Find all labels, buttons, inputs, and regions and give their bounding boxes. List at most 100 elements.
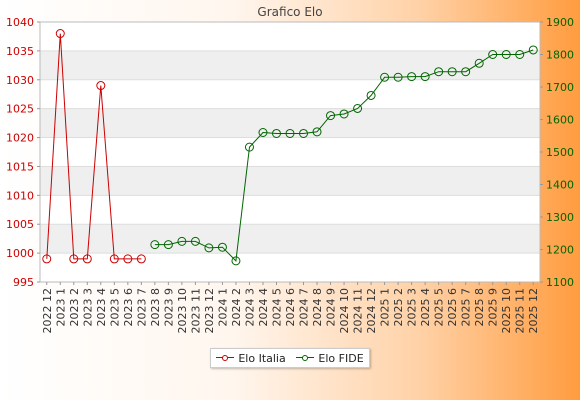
- data-point-1: [366, 90, 376, 100]
- grid-band: [40, 108, 540, 138]
- y-left-tick-label: 1005: [6, 218, 34, 231]
- data-point-1: [434, 67, 444, 77]
- x-tick-label: 2025 3: [406, 288, 419, 327]
- data-point-0: [123, 254, 133, 264]
- chart-title: Grafico Elo: [257, 5, 323, 19]
- x-tick-label: 2025 12: [527, 288, 540, 334]
- x-tick-label: 2023 7: [135, 288, 148, 327]
- x-tick-label: 2025 1: [379, 288, 392, 327]
- y-right-tick-label: 1700: [546, 81, 574, 94]
- y-left-tick-label: 1030: [6, 74, 34, 87]
- x-tick-label: 2023 8: [149, 288, 162, 327]
- data-point-1: [393, 72, 403, 82]
- legend-label-fide: Elo FIDE: [318, 351, 364, 365]
- x-tick-label: 2024 5: [270, 288, 283, 327]
- series-line-0: [46, 33, 142, 260]
- data-point-0: [69, 254, 79, 264]
- y-left-tick-label: 995: [13, 276, 34, 289]
- y-left-tick-label: 1015: [6, 160, 34, 173]
- data-point-0: [55, 29, 65, 39]
- x-tick-label: 2025 7: [460, 288, 473, 327]
- x-tick-label: 2024 7: [298, 288, 311, 327]
- x-tick-label: 2023 2: [68, 288, 81, 327]
- chart-legend: Elo Italia Elo FIDE: [210, 348, 370, 368]
- legend-item-italia: Elo Italia: [216, 351, 286, 365]
- data-point-1: [353, 103, 363, 113]
- legend-marker-fide: [296, 353, 315, 363]
- data-point-1: [407, 72, 417, 82]
- data-point-1: [515, 50, 525, 59]
- x-tick-label: 2023 12: [203, 288, 216, 334]
- y-right-tick-label: 1300: [546, 211, 574, 224]
- x-tick-label: 2024 3: [243, 288, 256, 327]
- data-point-1: [285, 128, 295, 138]
- y-left-tick-label: 1035: [6, 45, 34, 58]
- data-point-1: [461, 67, 471, 77]
- x-tick-label: 2023 5: [108, 288, 121, 327]
- x-tick-label: 2024 4: [257, 288, 270, 327]
- data-point-0: [109, 254, 119, 264]
- data-point-0: [96, 81, 106, 91]
- data-point-1: [312, 127, 322, 137]
- x-tick-label: 2024 8: [311, 288, 324, 327]
- y-right-tick-label: 1400: [546, 179, 574, 192]
- y-right-tick-label: 1200: [546, 244, 574, 257]
- y-left-tick-label: 1020: [6, 132, 34, 145]
- data-point-1: [501, 50, 511, 59]
- x-tick-label: 2024 12: [365, 288, 378, 334]
- y-left-tick-label: 1000: [6, 247, 34, 260]
- legend-item-fide: Elo FIDE: [296, 351, 364, 365]
- data-point-1: [150, 240, 160, 250]
- data-point-1: [420, 72, 430, 82]
- y-right-tick-label: 1900: [546, 16, 574, 29]
- data-point-1: [488, 50, 498, 59]
- data-point-1: [258, 128, 268, 137]
- data-point-1: [271, 128, 281, 138]
- y-right-tick-label: 1500: [546, 146, 574, 159]
- data-point-1: [204, 243, 214, 253]
- y-left-tick-label: 1010: [6, 189, 34, 202]
- x-tick-label: 2023 11: [189, 288, 202, 334]
- x-tick-label: 2022 12: [41, 288, 54, 334]
- x-tick-label: 2025 10: [500, 288, 513, 334]
- y-right-tick-label: 1100: [546, 276, 574, 289]
- data-point-1: [177, 236, 187, 246]
- x-tick-label: 2023 9: [162, 288, 175, 327]
- data-point-1: [299, 128, 309, 138]
- legend-label-italia: Elo Italia: [238, 351, 286, 365]
- data-point-0: [136, 254, 146, 264]
- x-tick-label: 2024 1: [216, 288, 229, 327]
- x-tick-label: 2025 2: [392, 288, 405, 327]
- grid-band: [40, 166, 540, 196]
- grid-band: [40, 50, 540, 80]
- y-left-tick-label: 1025: [6, 103, 34, 116]
- y-right-tick-label: 1800: [546, 49, 574, 62]
- series-line-1: [154, 49, 534, 262]
- legend-marker-italia: [216, 353, 235, 363]
- grid-band: [40, 224, 540, 254]
- data-point-1: [326, 111, 336, 121]
- y-left-tick-label: 1040: [6, 16, 34, 29]
- data-point-1: [217, 242, 227, 252]
- data-point-1: [339, 109, 349, 119]
- x-tick-label: 2025 4: [419, 288, 432, 327]
- data-point-1: [244, 142, 254, 152]
- x-tick-label: 2023 10: [176, 288, 189, 334]
- x-tick-label: 2023 1: [54, 288, 67, 327]
- data-point-1: [447, 67, 457, 77]
- x-tick-label: 2023 4: [95, 288, 108, 327]
- x-tick-label: 2024 10: [338, 288, 351, 334]
- x-tick-label: 2024 6: [284, 288, 297, 327]
- data-point-1: [380, 72, 390, 82]
- x-tick-label: 2025 6: [446, 288, 459, 327]
- x-tick-label: 2025 5: [433, 288, 446, 327]
- data-point-1: [190, 236, 200, 246]
- x-tick-label: 2025 9: [487, 288, 500, 327]
- data-point-1: [231, 256, 241, 266]
- data-point-0: [42, 254, 52, 264]
- x-tick-label: 2025 8: [473, 288, 486, 327]
- x-tick-label: 2023 3: [81, 288, 94, 327]
- y-right-tick-label: 1600: [546, 114, 574, 127]
- x-tick-label: 2023 6: [122, 288, 135, 327]
